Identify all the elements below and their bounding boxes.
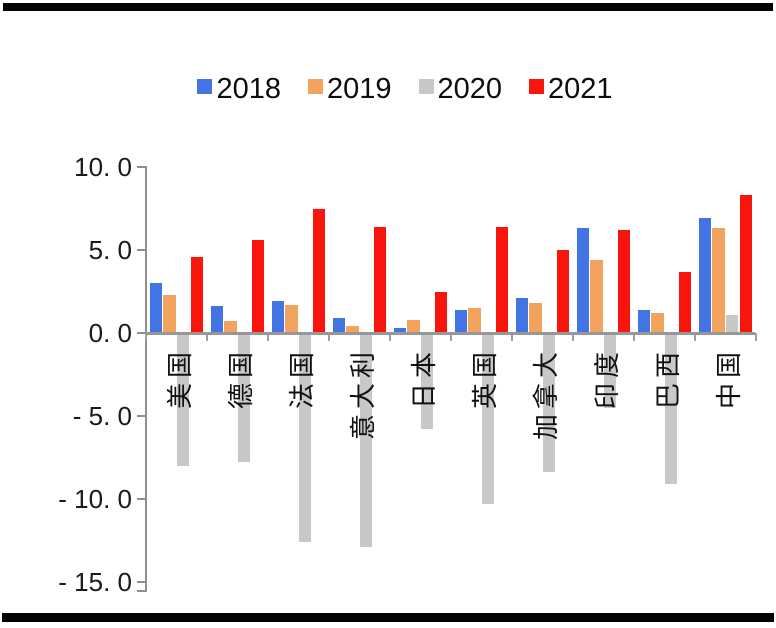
category-label-6: 加拿大 [530,347,561,441]
bar-2019-6 [529,303,542,333]
x-axis-tick [389,333,391,341]
y-axis-tick [137,415,146,417]
category-label-9: 中国 [713,347,744,410]
chart-legend: 2018 2019 2020 2021 [0,70,776,108]
bar-2020-9 [725,314,739,333]
bar-2020-3 [359,333,373,548]
x-axis-line [145,331,755,335]
y-tick-label: - 15. 0 [58,567,132,597]
bar-2020-7 [603,333,617,408]
x-axis-tick [755,333,757,341]
legend-label: 2021 [548,72,613,105]
y-tick-label: 0. 0 [88,318,132,348]
bar-2021-0 [190,256,204,333]
x-axis-tick [450,333,452,341]
bar-2020-8 [664,333,678,485]
bar-2018-9 [698,218,712,333]
bar-2019-7 [590,259,603,333]
top-border-bar [3,3,773,11]
bar-2019-2 [285,304,298,333]
bar-2018-5 [454,309,468,333]
y-axis-tick [137,581,146,583]
category-label-1: 德国 [225,347,256,410]
legend-swatch-2020 [418,78,434,94]
category-label-7: 印度 [591,347,622,410]
x-axis-tick [511,333,513,341]
bar-2018-1 [210,306,224,333]
y-axis-end-cap [137,590,146,592]
legend-item-2020: 2020 [418,72,503,105]
legend-label: 2018 [216,72,281,105]
bar-2021-4 [434,291,448,333]
bar-2018-7 [576,228,590,333]
bar-2021-9 [739,195,753,333]
category-label-5: 英国 [469,347,500,410]
legend-item-2018: 2018 [197,72,281,105]
category-label-3: 意大利 [347,347,378,441]
bar-2020-5 [481,333,495,504]
legend-label: 2019 [326,72,392,105]
bar-2021-6 [556,250,570,333]
bar-2021-7 [617,230,631,333]
y-tick-label: - 5. 0 [72,401,132,431]
category-label-0: 美国 [164,347,195,410]
y-axis-line [145,166,147,592]
legend-swatch-2021 [529,78,545,94]
legend-swatch-2019 [307,78,323,94]
y-tick-label: - 10. 0 [58,484,132,514]
x-axis-tick [633,333,635,341]
bar-2019-4 [407,319,420,333]
bar-2018-2 [271,301,285,333]
bottom-border-bar [2,613,774,622]
legend-item-2021: 2021 [529,72,613,105]
bar-2019-0 [163,294,176,333]
bar-2018-8 [637,309,651,333]
bar-2021-5 [495,226,509,333]
x-axis-tick [328,333,330,341]
y-axis-tick [137,166,146,168]
bar-2019-5 [468,308,481,333]
x-axis-tick [572,333,574,341]
y-tick-label: 10. 0 [74,152,132,182]
x-axis-tick [694,333,696,341]
bar-2018-0 [149,283,163,333]
bar-2019-3 [346,326,359,333]
legend-swatch-2018 [197,78,213,94]
x-axis-tick [267,333,269,341]
bar-2020-1 [237,333,251,463]
bar-2020-0 [176,333,190,466]
y-axis-tick [137,498,146,500]
x-axis-tick [206,333,208,341]
category-label-8: 巴西 [652,347,683,410]
bar-2020-2 [298,333,312,543]
y-tick-label: 5. 0 [88,235,132,265]
y-axis-tick [137,249,146,251]
category-label-4: 日本 [408,347,439,410]
bar-2020-6 [542,333,556,473]
legend-label: 2020 [437,72,503,105]
x-axis-tick [145,333,147,341]
legend-item-2019: 2019 [307,72,392,105]
y-axis-tick [137,332,146,334]
bar-2020-4 [420,333,434,430]
category-label-2: 法国 [286,347,317,410]
bar-2021-8 [678,271,692,333]
bar-2021-2 [312,208,326,333]
bar-2019-1 [224,321,237,333]
bar-2018-6 [515,298,529,333]
bar-2018-3 [332,318,346,333]
bar-2021-1 [251,240,265,333]
bar-2021-3 [373,226,387,333]
bar-2019-9 [712,228,725,333]
bar-2018-4 [393,328,407,333]
bar-2019-8 [651,313,664,333]
